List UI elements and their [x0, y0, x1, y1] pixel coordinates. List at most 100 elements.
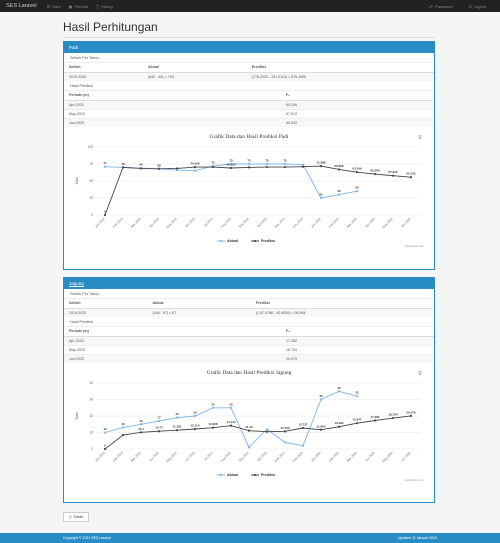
table-cell: 18.754 [280, 344, 434, 354]
data-label: 71.888 [316, 161, 326, 165]
table-cell: Apr-2020 [64, 335, 281, 345]
data-point [103, 447, 107, 451]
data-point [247, 429, 251, 432]
x-tick-label: Jul 2019 [203, 217, 214, 228]
chart-title: Grafik Data dan Hasil Prediksi Padi [210, 133, 289, 140]
data-point [157, 419, 161, 423]
x-tick-label: May 2020 [382, 217, 394, 229]
data-point [193, 427, 197, 431]
legend-item: Aktual [227, 473, 238, 477]
data-point [409, 414, 413, 417]
x-tick-label: Jun 2020 [400, 217, 412, 229]
data-point [157, 430, 161, 433]
table-cell: 2019-2020 [64, 71, 144, 81]
x-tick-label: Sep 2019 [238, 217, 250, 229]
data-point [121, 426, 125, 429]
data-label: 12.114 [190, 424, 199, 428]
data-point [265, 162, 269, 166]
legend-marker [219, 473, 223, 477]
data-label: 69 [139, 163, 143, 167]
nav-link-hitung[interactable]: ▒ Hitung [96, 3, 113, 9]
legend-marker [219, 239, 223, 243]
table-header: Periode (m) [64, 91, 281, 101]
legend-marker [253, 239, 257, 243]
print-label: Cetak [73, 515, 83, 519]
data-label: 12.908 [208, 422, 218, 426]
data-label: 15.647 [352, 418, 362, 422]
y-tick-label: 50 [89, 179, 93, 183]
data-point [391, 174, 395, 177]
data-point [265, 428, 269, 431]
data-point [319, 165, 323, 168]
data-label: 30 [319, 394, 323, 398]
chart-credit: Highcharts.com [405, 478, 425, 482]
data-point [157, 167, 161, 170]
y-tick-label: 25 [89, 196, 93, 200]
data-point [283, 165, 287, 169]
data-label: 66.809 [334, 164, 344, 168]
panel-jagung: Jagung Selisih Per Tahun Selisih Aktual Pr… [63, 277, 435, 503]
nav-link-logout[interactable]: ⏻ Logout [468, 3, 486, 9]
x-tick-label: Mar 2019 [130, 451, 142, 463]
x-tick-label: May 2019 [166, 217, 178, 229]
table-cell: Apr-2020 [64, 99, 281, 109]
data-point [283, 441, 287, 444]
data-label: 20 [193, 411, 197, 415]
table-cell: (776.2020 - 201.0110) = 575.1908 [246, 71, 434, 81]
data-label: 25 [229, 402, 233, 406]
print-button[interactable]: ⎙ Cetak [63, 512, 89, 522]
table-cell: May-2020 [64, 344, 281, 354]
brand[interactable]: SES Laravel [6, 3, 37, 9]
data-label: 25 [211, 402, 215, 406]
print-icon: ⎙ [69, 515, 72, 519]
hasil-table: Periode (m) Fₐ Apr-2020 60.206 May-2020 57.… [64, 91, 434, 127]
x-tick-label: Jun 2019 [184, 217, 196, 229]
data-point [301, 444, 305, 447]
data-label: 55.532 [406, 172, 416, 176]
data-point [211, 165, 215, 169]
hasil-label: Hasil Prediksi [64, 81, 434, 91]
data-label: 10.1 [138, 427, 144, 431]
y-tick-label: 100 [88, 145, 94, 149]
data-label: 0 [104, 210, 106, 214]
data-point [247, 166, 251, 169]
data-label: 69.183 [226, 162, 236, 166]
table-cell: 60.206 [280, 99, 434, 109]
page-title: Hasil Perhitungan [63, 20, 158, 34]
legend-item: Prediksi [261, 239, 275, 243]
y-tick-label: 0 [91, 213, 93, 217]
x-tick-label: Jan 2019 [94, 451, 106, 463]
x-tick-label: Sep 2019 [238, 451, 250, 463]
nav-link-data[interactable]: ☰ Data [46, 3, 61, 9]
chart-padi: Grafik Data dan Hasil Prediksi Padi ≡ 0 25 5… [70, 129, 428, 249]
data-point [337, 390, 341, 393]
x-tick-label: Apr 2019 [148, 451, 160, 463]
data-label: 14.144 [226, 420, 236, 424]
data-label: 35 [337, 386, 341, 390]
chart-svg-padi: Grafik Data dan Hasil Prediksi Padi ≡ 0 25 5… [75, 133, 425, 248]
data-label: 71 [103, 161, 107, 165]
table-cell: May-2020 [64, 108, 281, 118]
footer-copyright: Copyright © 2021 SES Laravel [63, 536, 111, 540]
data-point [355, 190, 359, 193]
selisih-label: Selisih Per Tahun [64, 289, 434, 299]
nav-link-periode[interactable]: ▣ Periode [68, 3, 89, 9]
data-label: 75 [229, 159, 233, 163]
data-label: 11.391 [172, 425, 181, 429]
data-point [301, 165, 305, 168]
x-tick-label: Aug 2019 [220, 217, 232, 229]
menu-icon: ≡ [418, 135, 422, 141]
x-tick-label: May 2019 [166, 451, 178, 463]
data-label: 20.079 [406, 410, 416, 414]
data-point [337, 168, 341, 171]
nav-link-password[interactable]: ☍ Password [428, 3, 453, 9]
table-header: Selisih [64, 63, 144, 73]
table-cell: Jun-2020 [64, 117, 281, 127]
x-tick-label: Nov 2019 [274, 451, 286, 463]
data-point [229, 406, 233, 409]
data-label: 70.459 [190, 162, 200, 166]
chart-jagung: Grafik Data dan Hasil Prediksi Jagung ≡ 0 1… [70, 365, 428, 483]
data-label: 17 [157, 415, 161, 419]
table-cell: Jun-2020 [64, 353, 281, 363]
x-tick-label: Mar 2019 [130, 217, 142, 229]
